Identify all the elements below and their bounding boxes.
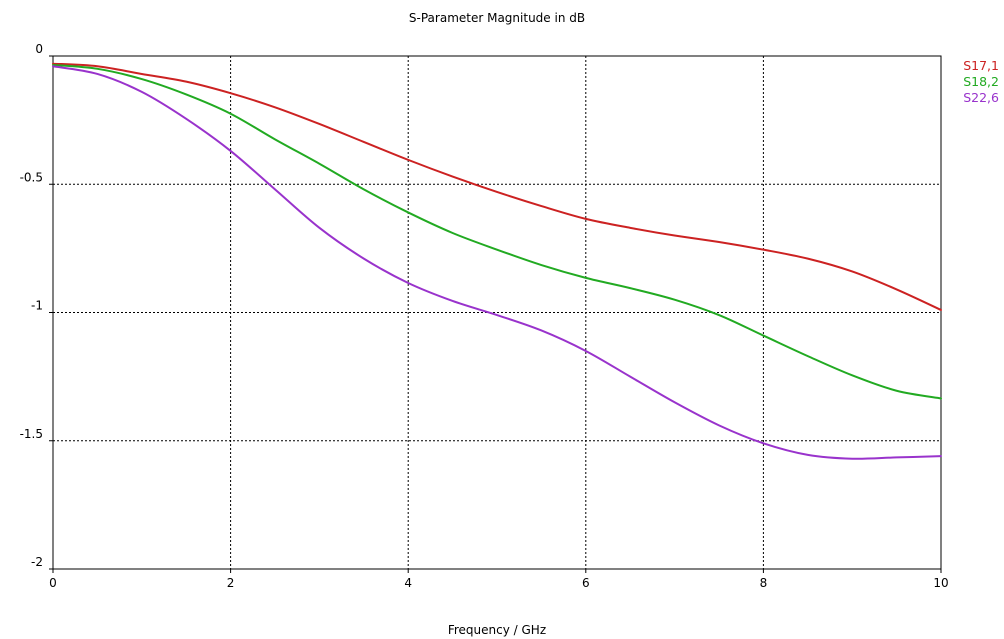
y-tick-label-1: -0.5 [20, 170, 43, 184]
axis-ticks: 0 2 4 6 8 10 0 -0.5 -1 -1.5 -2 [20, 42, 949, 590]
legend-entry-s22-6: S22,6 [963, 90, 999, 105]
x-tick-label-4: 8 [760, 576, 768, 590]
y-tick-label-4: -2 [31, 555, 43, 569]
legend-entry-s17-1: S17,1 [963, 58, 999, 73]
x-tick-label-5: 10 [933, 576, 948, 590]
y-tick-label-2: -1 [31, 299, 43, 313]
series-lines [52, 62, 942, 460]
x-tick-label-1: 2 [227, 576, 235, 590]
x-tick-label-2: 4 [404, 576, 412, 590]
x-axis-label: Frequency / GHz [448, 623, 546, 637]
series-line-s17-1 [52, 62, 942, 311]
grid-lines [53, 56, 941, 569]
chart-title: S-Parameter Magnitude in dB [409, 11, 585, 25]
series-line-s22-6 [52, 65, 942, 460]
x-tick-label-0: 0 [49, 576, 57, 590]
x-tick-label-3: 6 [582, 576, 590, 590]
series-line-s18-2 [52, 63, 942, 400]
y-tick-label-0: 0 [35, 42, 43, 56]
legend-entry-s18-2: S18,2 [963, 74, 999, 89]
y-tick-label-3: -1.5 [20, 427, 43, 441]
